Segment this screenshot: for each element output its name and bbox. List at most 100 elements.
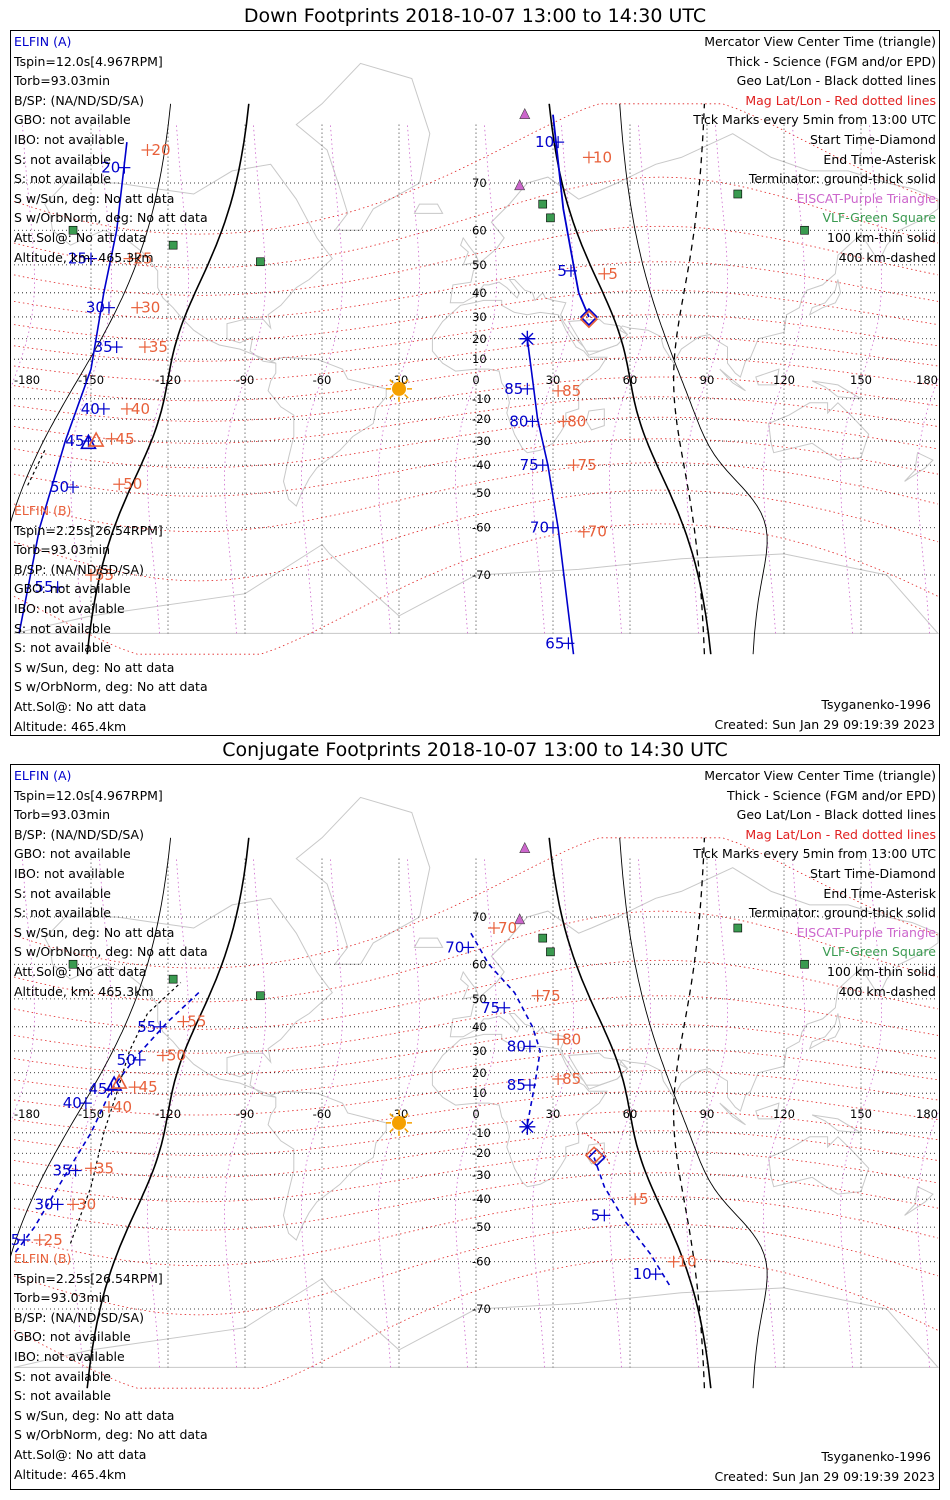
lat-tick-label: -60: [472, 521, 491, 535]
land-layer: [13, 62, 939, 634]
lat-tick-label: 50: [472, 992, 487, 1006]
coastline: [755, 368, 780, 386]
mag-meridian: [532, 124, 574, 634]
track-b-lower: [593, 1157, 672, 1289]
lon-tick-label: 30: [546, 1107, 561, 1121]
eiscat-triangle-icon: [519, 842, 531, 853]
mag-meridian: [70, 124, 112, 634]
tick-label-a-mag: 55: [187, 1013, 206, 1031]
tick-label-b-left: 50: [50, 478, 69, 496]
sat-b-bsp: B/SP: (NA/ND/SD/SA): [14, 561, 144, 577]
sat-b-name: ELFIN (B): [14, 503, 72, 518]
lon-tick-label: 0: [472, 1107, 479, 1121]
legend-100km: 100 km-thin solid: [827, 963, 936, 979]
sat-a-s2: S: not available: [14, 905, 111, 921]
tick-label-b: 65: [545, 634, 564, 652]
tick-label-b: 75: [520, 456, 539, 474]
tick-label-a: 35: [53, 1162, 72, 1180]
panel-title-down: Down Footprints 2018-10-07 13:00 to 14:3…: [243, 5, 707, 27]
tick-label-a: 30: [35, 1195, 54, 1213]
terminator-line: [548, 103, 712, 655]
tick-label-b-mag: 5: [608, 265, 618, 283]
map-canvas-down[interactable]: -180 -150 -120 -90 -60 -30 0 30 60 90 120 150 180 70 6…: [11, 31, 940, 736]
legend-conj: Mercator View Center Time (triangle) Thi…: [693, 766, 936, 1001]
lat-tick-label: -70: [472, 568, 491, 582]
tick-label-a: 40: [63, 1094, 82, 1112]
legend-start: Start Time-Diamond: [809, 131, 936, 147]
sat-a-sworb: S w/OrbNorm, deg: No att data: [14, 210, 208, 226]
vlf-square-icon: [538, 199, 548, 209]
lat-tick-label: 50: [472, 258, 487, 272]
lat-tick-label: 30: [472, 310, 487, 324]
panel-title-conjugate: Conjugate Footprints 2018-10-07 13:00 to…: [222, 739, 728, 761]
mag-meridian: [686, 124, 728, 634]
sat-a-ibo: IBO: not available: [14, 865, 125, 881]
vlf-square-icon: [168, 240, 178, 250]
lat-tick-label: -30: [472, 434, 491, 448]
tick-label-b: 70: [530, 519, 549, 537]
sat-b-gbo: GBO: not available: [14, 1329, 131, 1345]
start-diamond-mag-icon: [584, 1146, 604, 1165]
sat-a-attsol: Att.Sol@: No att data: [14, 229, 147, 245]
terminator-line: [86, 103, 250, 655]
vlf-square-icon: [546, 947, 555, 957]
terminator-line: [619, 103, 768, 655]
sat-b-info: ELFIN (B) Tspin=2.25s[26.54RPM] Torb=93.…: [14, 501, 208, 735]
geo-grid: [14, 124, 938, 634]
coastline: [413, 937, 444, 948]
created-label: Created: Sun Jan 29 09:19:39 2023: [714, 717, 935, 732]
map-panel-down[interactable]: -180 -150 -120 -90 -60 -30 0 30 60 90 120 150 180 70 6…: [10, 30, 940, 736]
mag-meridian: [763, 858, 805, 1368]
coastline: [460, 970, 480, 1000]
sun-ray: [389, 1113, 394, 1118]
sun-icon: [386, 1109, 412, 1136]
mag-parallel: [13, 1257, 939, 1389]
lon-tick-label: 60: [623, 373, 638, 387]
mag-parallel: [13, 225, 939, 296]
tick-label-b: 70: [445, 938, 464, 956]
tick-label-a: 35: [94, 338, 113, 356]
mag-meridian: [532, 858, 574, 1368]
sun-ray: [389, 379, 394, 384]
legend-geo: Geo Lat/Lon - Black dotted lines: [736, 73, 936, 89]
mag-meridian: [70, 858, 112, 1368]
lat-tick-label: -50: [472, 486, 491, 500]
lon-tick-label: 180: [916, 373, 938, 387]
mag-meridian: [224, 858, 266, 1368]
tick-label-b-mag: 85: [562, 382, 581, 400]
map-panel-conjugate[interactable]: -180 -150 -120 -90 -60 -30 0 30 60 90 120 150 180 70 6…: [10, 764, 940, 1490]
coastline: [904, 1185, 934, 1216]
mag-parallel: [13, 356, 939, 402]
coastline: [904, 451, 934, 482]
lat-tick-label: 70: [472, 176, 487, 190]
sat-b-s2: S: not available: [14, 1388, 111, 1404]
eiscat-triangle-icon: [514, 179, 526, 191]
legend-start: Start Time-Diamond: [809, 865, 936, 881]
terminator-line: [86, 837, 250, 1389]
map-canvas-conjugate[interactable]: -180 -150 -120 -90 -60 -30 0 30 60 90 120 150 180706…: [11, 765, 940, 1490]
time-tick-labels: 5550454035302555504540353025707580855107…: [11, 919, 697, 1283]
time-tick-labels: 20 25 30 35 40 45 20 25 30 35 40 45 10 5 85 80 75 70 65 10 5…: [35, 133, 618, 652]
lon-tick-label: 30: [546, 373, 561, 387]
lon-tick-label: 150: [850, 373, 872, 387]
sat-b-s1: S: not available: [14, 620, 111, 636]
map-background: [11, 31, 939, 735]
sat-a-swsun: S w/Sun, deg: No att data: [14, 924, 175, 940]
mag-parallel: [13, 416, 939, 469]
tick-label-a: 25: [11, 1231, 20, 1249]
mag-meridian: [686, 858, 728, 1368]
sat-b-ibo: IBO: not available: [14, 600, 125, 616]
legend-400km: 400 km-dashed: [838, 983, 936, 999]
vlf-square-icon: [256, 991, 265, 1001]
mag-parallel: [13, 314, 939, 362]
lat-tick-label: -10: [472, 1126, 491, 1140]
end-asterisk-icon: [519, 330, 536, 347]
lat-tick-label: -60: [472, 1255, 491, 1269]
legend-eiscat: EISCAT-Purple Triangle: [796, 190, 936, 206]
terminator-layer: [11, 103, 768, 655]
lon-tick-label: -150: [78, 373, 104, 387]
tick-label-b-mag: 10: [678, 1253, 697, 1271]
sat-a-attsol: Att.Sol@: No att data: [14, 963, 147, 979]
mag-parallel: [13, 1110, 939, 1156]
mag-parallel: [13, 1023, 939, 1076]
